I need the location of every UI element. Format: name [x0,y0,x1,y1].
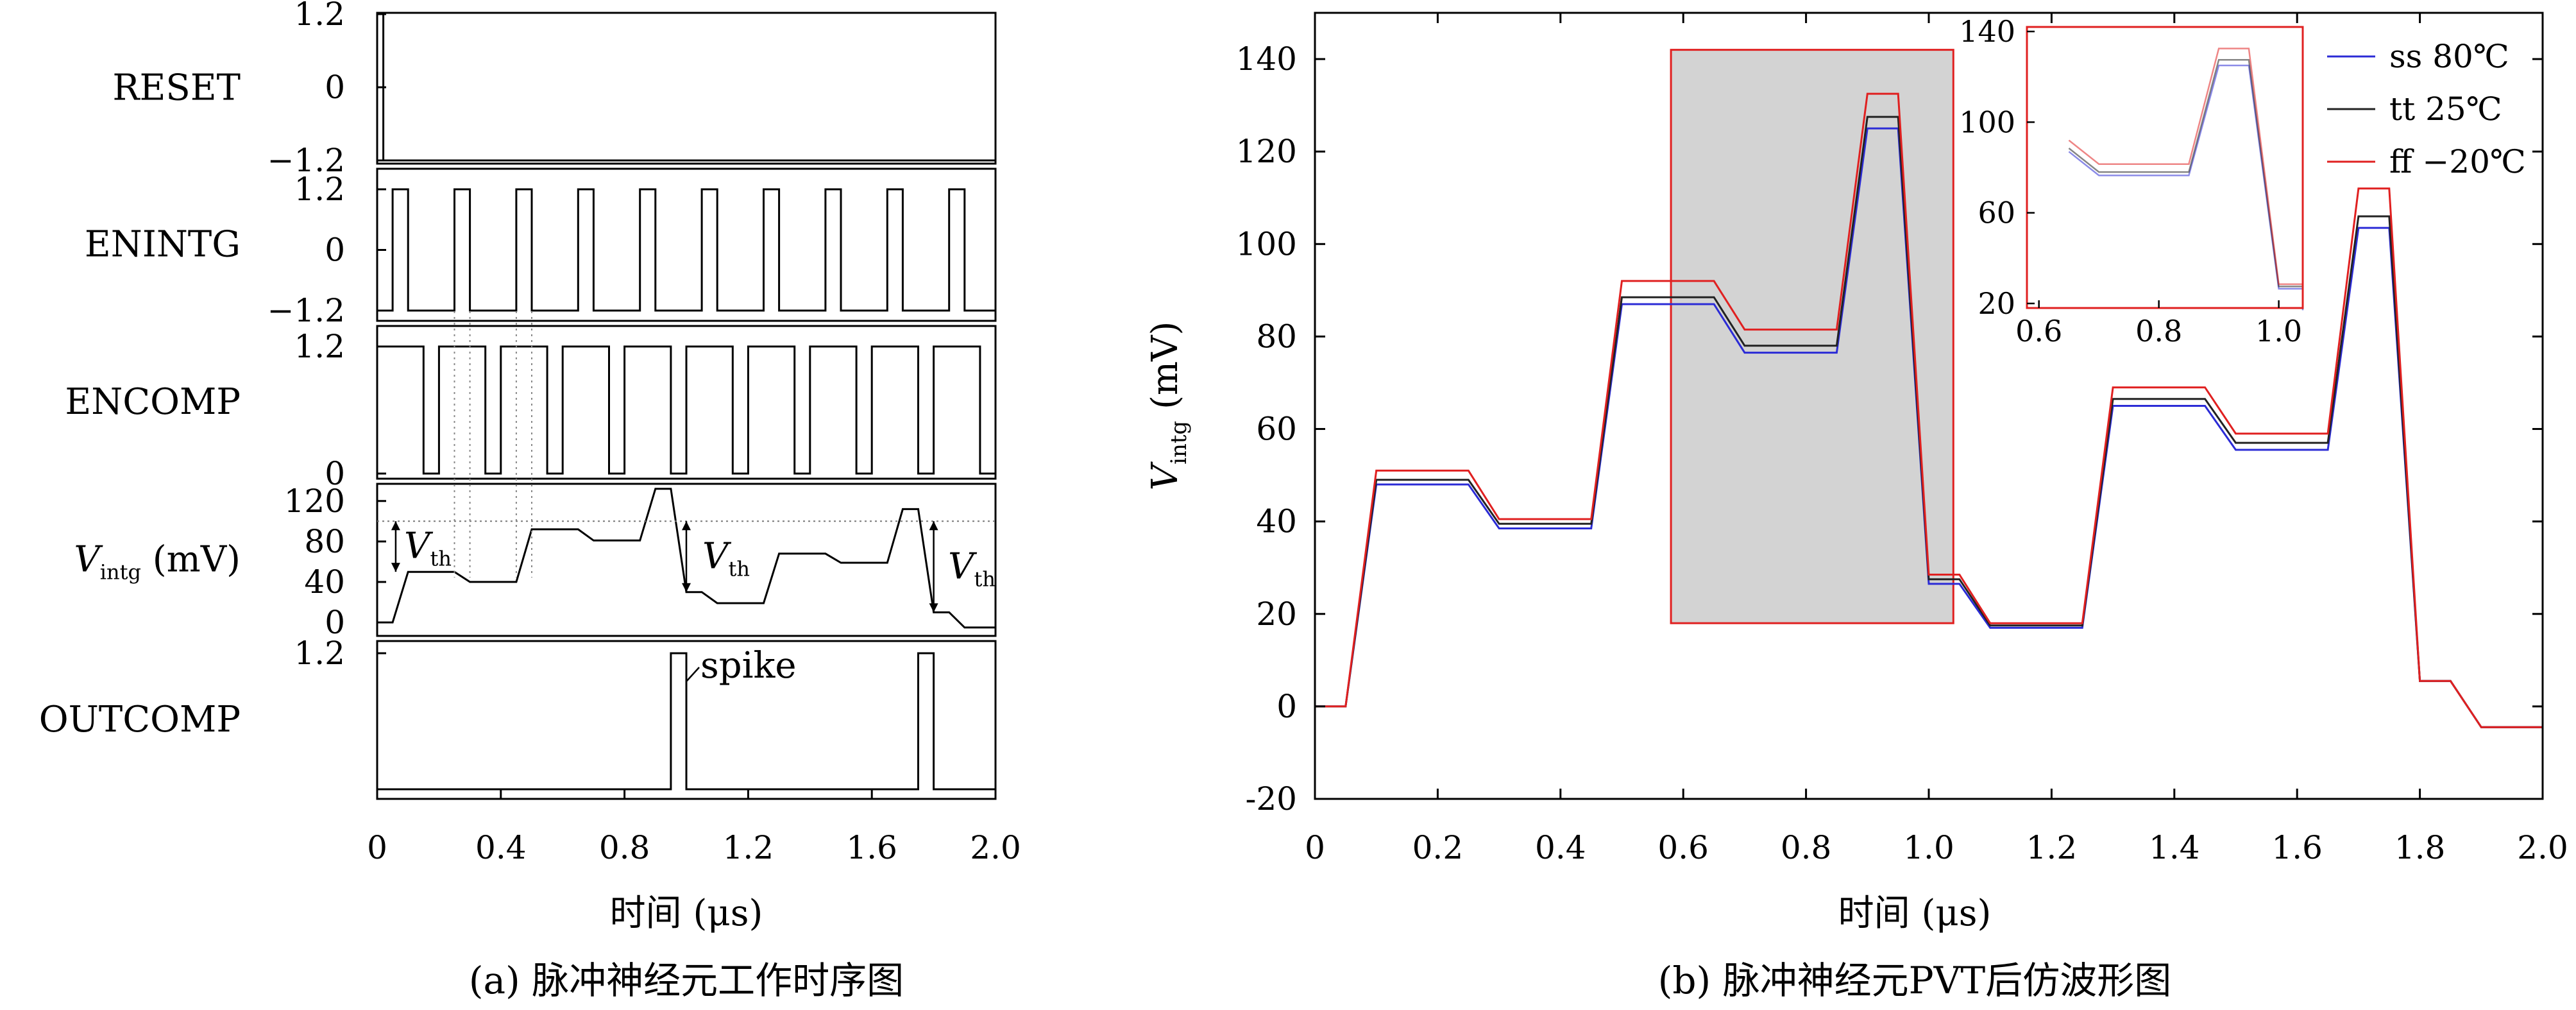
y-tick-label: 0 [325,604,345,641]
panel-frame [376,483,997,637]
svg-text:Vth: Vth [702,536,750,581]
inset-series-line-2 [2068,47,2304,308]
y-tick-label: -20 [1245,780,1297,817]
x-tick-label: 0.6 [1657,829,1709,866]
zoom-inset: 140 100 60 20 0.6 0.8 1.0 [1959,14,2304,348]
panel-enintg: 1.2 0 −1.2 ENINTG [85,167,997,329]
x-tick-label: 1.6 [2271,829,2323,866]
x-tick-label: 2.0 [2517,829,2568,866]
legend-label-2: ff −20℃ [2389,143,2526,180]
series-line-1 [1315,116,2543,728]
legend: ss 80℃ tt 25℃ ff −20℃ [2327,38,2526,180]
x-tick-label: 1.0 [1903,829,1954,866]
inset-frame [2026,26,2304,309]
y-tick-label: 0 [1276,688,1297,725]
y-tick-label: −1.2 [267,142,345,179]
y-tick-label: 1.2 [294,328,345,365]
y-tick-label: 1.2 [294,635,345,672]
inset-series-line-0 [2068,64,2304,311]
signal-outcomp [377,652,996,791]
inset-x-tick-label: 1.0 [2255,314,2302,348]
y-tick-label: 120 [284,483,345,520]
legend-label-1: tt 25℃ [2389,90,2502,128]
zoom-highlight-region [1670,49,1954,624]
inset-x-tick-label: 0.6 [2015,314,2062,348]
vth-annotation: Vth [929,521,996,613]
signal-enintg [377,188,996,312]
vth-annotation: Vth [682,521,750,592]
chart-a-timing-diagram: 1.20−1.2RESET1.20−1.2ENINTG1.20ENCOMP120… [39,0,1021,1002]
y-tick-label: 0 [325,232,345,269]
panel-frame [376,12,997,165]
x-tick-label: 0.4 [1535,829,1586,866]
x-tick-label: 0.4 [475,829,527,866]
panel-reset: 1.2 0 −1.2 RESET [112,0,997,179]
series-line-2 [1315,92,2543,728]
inset-series-line-1 [2068,58,2304,309]
x-tick-label: 0 [367,829,387,866]
panel-label: OUTCOMP [39,699,241,740]
chart-b-x-axis-label: 时间 (μs) [1838,893,1992,934]
spike-pointer [686,667,700,682]
inset-y-tick-label: 60 [1978,196,2015,230]
panel-label: RESET [112,67,241,109]
x-tick-label: 1.2 [723,829,774,866]
y-tick-label: 80 [1256,318,1297,355]
inset-y-tick-label: 100 [1959,105,2015,139]
signal-reset [377,13,996,162]
panel-outcomp: 1.2 OUTCOMP spike [39,635,997,800]
y-tick-label: 100 [1236,225,1297,262]
y-tick-label: 20 [1256,595,1297,633]
signal-vintg [377,488,996,629]
x-tick-label: 0 [1305,829,1325,866]
legend-label-0: ss 80℃ [2389,38,2509,75]
y-tick-label: 40 [1256,503,1297,540]
y-tick-label: 0 [325,69,345,106]
signal-encomp [377,345,997,475]
y-tick-label: 1.2 [294,0,345,33]
y-tick-label: 40 [304,563,345,601]
series-line-0 [1315,127,2543,728]
chart-b-y-axis-label: Vintg (mV) [1144,321,1192,491]
y-tick-label: 0 [325,455,345,492]
panel-encomp: 1.2 0 ENCOMP [65,325,997,492]
spike-label: spike [700,645,797,687]
inset-y-tick-label: 140 [1959,14,2015,49]
x-tick-label: 0.2 [1412,829,1464,866]
x-tick-label: 2.0 [970,829,1021,866]
x-tick-label: 0.8 [1781,829,1832,866]
chart-a-x-axis-label: 时间 (μs) [610,893,763,934]
x-tick-label: 1.4 [2149,829,2200,866]
x-tick-label: 0.8 [599,829,650,866]
inset-x-tick-label: 0.8 [2135,314,2182,348]
y-tick-label: 60 [1256,411,1297,448]
panel-frame [376,167,997,322]
y-tick-label: 140 [1236,40,1297,78]
svg-text:Vth: Vth [948,545,996,591]
panel-label: ENCOMP [65,381,241,423]
panel-frame [376,640,997,800]
svg-text:Vth: Vth [404,526,452,571]
chart-a-caption: (a) 脉冲神经元工作时序图 [469,959,904,1002]
panel-label: ENINTG [85,224,241,266]
y-tick-label: 120 [1236,133,1297,170]
vth-annotation: Vth [391,521,452,572]
y-tick-label: 80 [304,523,345,560]
chart-b-caption: (b) 脉冲神经元PVT后仿波形图 [1658,959,2171,1002]
panel-label: Vintg (mV) [74,539,241,585]
x-tick-label: 1.6 [846,829,897,866]
x-tick-label: 1.8 [2394,829,2446,866]
y-tick-label: 1.2 [294,171,345,208]
inset-y-tick-label: 20 [1978,286,2015,321]
y-tick-label: −1.2 [267,292,345,329]
x-tick-label: 1.2 [2026,829,2078,866]
